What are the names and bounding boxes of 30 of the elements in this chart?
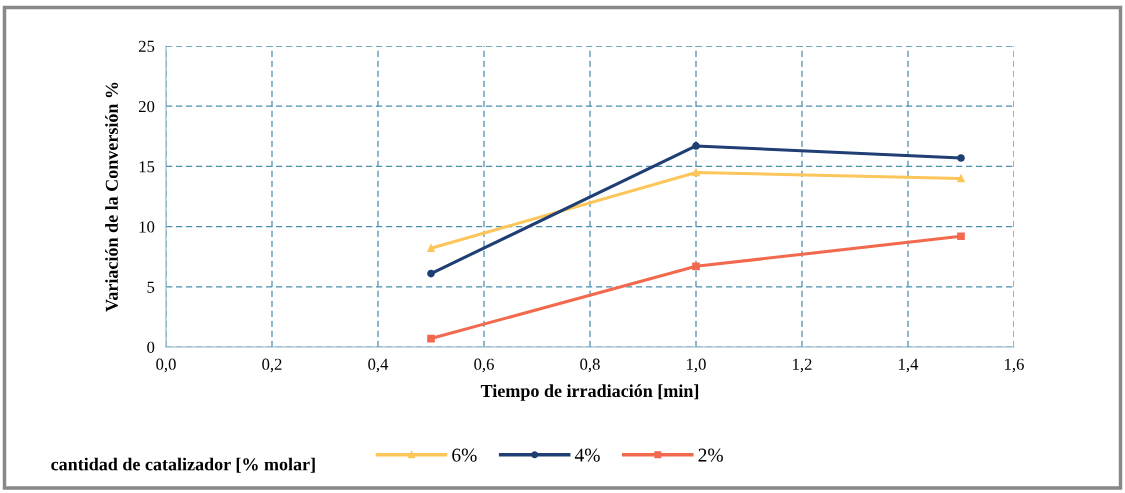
y-tick-label: 25 (138, 40, 155, 52)
legend-label: 2% (698, 448, 723, 462)
point (427, 244, 435, 253)
point (957, 174, 965, 183)
x-tick-label: 1,2 (793, 358, 812, 373)
point (692, 168, 700, 177)
legend-label: 6% (452, 448, 477, 462)
y-tick-label: 5 (147, 281, 155, 293)
legend-title: cantidad de catalizador [% molar] (51, 457, 315, 473)
x-tick-label: 0,6 (474, 358, 494, 373)
point (692, 142, 700, 150)
y-tick-label: 20 (138, 100, 155, 113)
x-axis-title: Tiempo de irradiación [min] (480, 384, 699, 401)
point (957, 154, 965, 162)
x-tick-label: 0,0 (156, 358, 176, 373)
x-tick-label: 1,0 (687, 358, 706, 373)
x-tick-label: 0,8 (580, 358, 600, 373)
y-tick-label: 0 (147, 341, 155, 353)
legend-label: 4% (574, 448, 600, 462)
point (427, 269, 435, 278)
x-tick-label: 1,4 (899, 358, 919, 373)
point (692, 262, 700, 271)
y-tick-label: 15 (139, 161, 155, 173)
y-axis-title: Variación de la Conversión % (105, 82, 118, 312)
x-tick-label: 0,2 (262, 358, 282, 373)
point (427, 334, 435, 343)
y-tick-label: 10 (139, 221, 155, 233)
x-tick-label: 0,4 (368, 358, 389, 373)
x-tick-label: 1,6 (1005, 358, 1024, 373)
point (957, 232, 965, 241)
